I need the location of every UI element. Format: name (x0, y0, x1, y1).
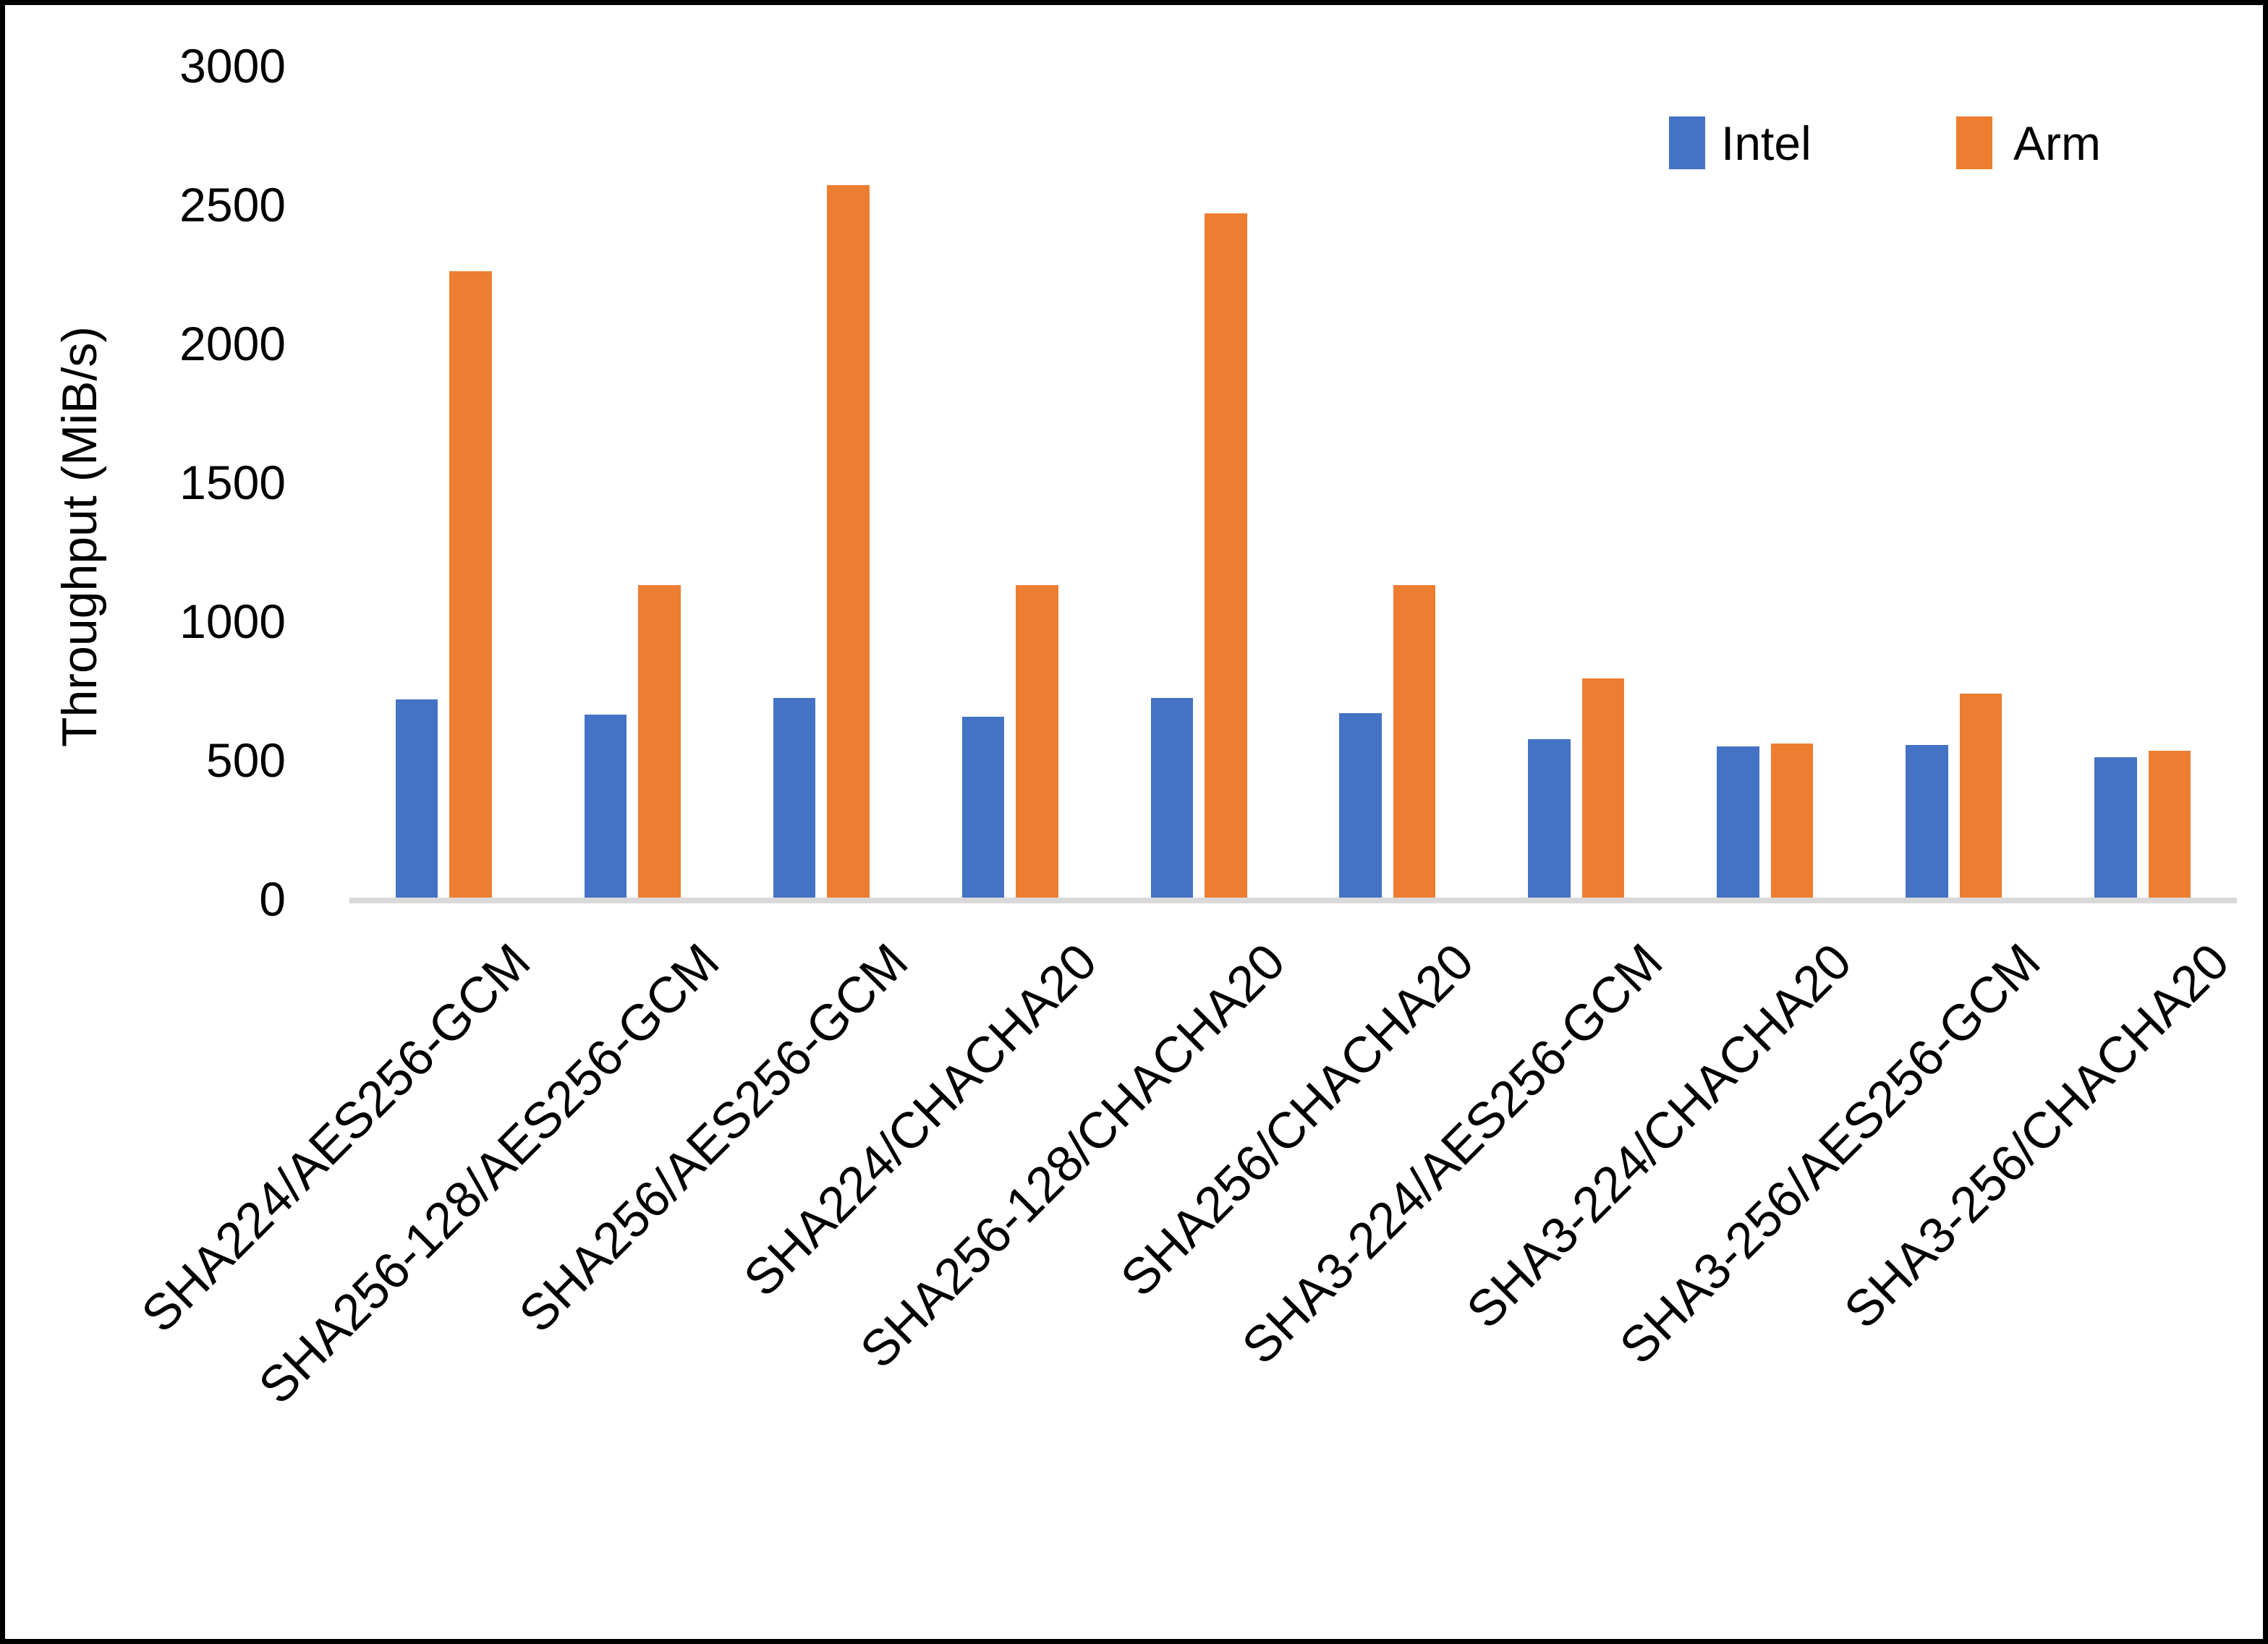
bar-arm-3 (827, 185, 870, 899)
y-tick-label-0: 0 (259, 872, 286, 926)
legend-label-arm: Arm (2013, 116, 2101, 170)
y-axis-title: Throughput (MiB/s) (52, 326, 107, 747)
bar-arm-4 (1016, 585, 1058, 899)
bar-intel-7 (1528, 739, 1571, 899)
y-tick-label-1500: 1500 (179, 456, 286, 509)
x-category-label-8: SHA3-224/CHACHA20 (1456, 932, 1862, 1340)
x-axis-line (349, 898, 2237, 903)
y-tick-label-2000: 2000 (179, 317, 286, 370)
bar-arm-10 (2148, 750, 2191, 899)
bar-intel-2 (584, 714, 627, 899)
bar-intel-10 (2094, 757, 2137, 899)
bar-intel-4 (961, 717, 1005, 899)
x-category-label-6: SHA256/CHACHA20 (1110, 932, 1485, 1308)
y-tick-label-1000: 1000 (179, 595, 286, 648)
bar-intel-8 (1717, 746, 1759, 899)
y-tick-label-3000: 3000 (179, 39, 286, 93)
bar-intel-1 (395, 699, 438, 899)
x-category-label-4: SHA224/CHACHA20 (732, 932, 1108, 1308)
bar-arm-6 (1393, 585, 1436, 899)
bar-arm-9 (1959, 693, 2002, 899)
bar-intel-6 (1339, 712, 1382, 899)
y-tick-label-2500: 2500 (179, 178, 286, 231)
x-category-label-10: SHA3-256/CHACHA20 (1833, 932, 2240, 1340)
bar-arm-7 (1581, 678, 1625, 899)
bar-intel-3 (773, 697, 816, 899)
bar-arm-1 (449, 271, 492, 899)
x-category-label-1: SHA224/AES256-GCM (130, 932, 541, 1343)
x-category-label-3: SHA256/AES256-GCM (508, 932, 919, 1343)
legend-swatch-arm (1956, 116, 1992, 169)
y-tick-label-500: 500 (205, 733, 286, 787)
legend-swatch-intel (1669, 116, 1705, 169)
bar-arm-8 (1770, 743, 1814, 899)
bar-arm-2 (638, 585, 681, 899)
bar-intel-5 (1150, 697, 1194, 899)
legend-label-intel: Intel (1721, 116, 1812, 170)
bar-intel-9 (1906, 744, 1948, 899)
bar-arm-5 (1205, 213, 1247, 899)
